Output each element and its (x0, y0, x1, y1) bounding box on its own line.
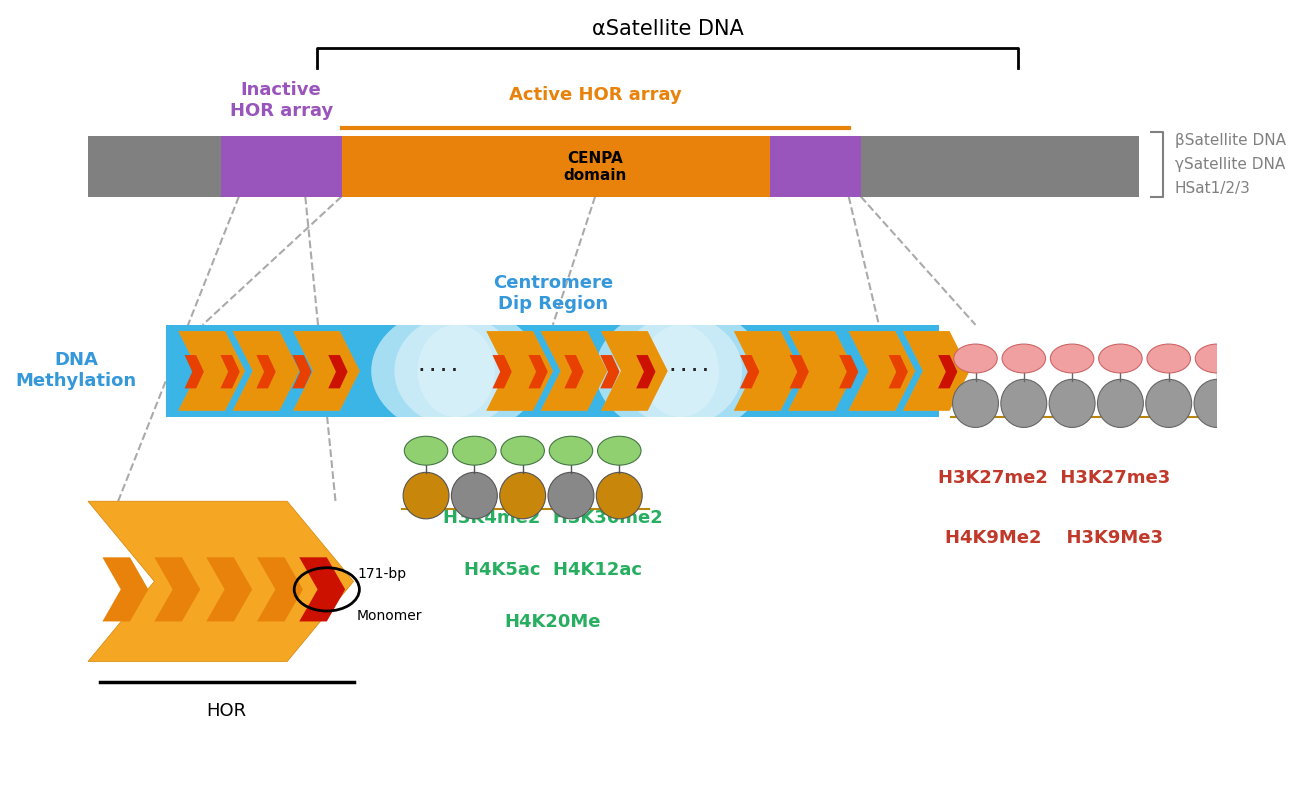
Bar (341, 136, 848, 197)
Circle shape (405, 437, 447, 465)
Polygon shape (88, 501, 354, 662)
Text: Active HOR array: Active HOR array (508, 87, 681, 104)
Polygon shape (233, 331, 300, 411)
Polygon shape (601, 331, 668, 411)
Ellipse shape (1145, 379, 1192, 428)
Text: 171-bp: 171-bp (357, 567, 406, 582)
Text: HSat1/2/3: HSat1/2/3 (1175, 181, 1250, 196)
Ellipse shape (371, 306, 541, 436)
Circle shape (1147, 344, 1191, 373)
Bar (166, 325, 939, 417)
Ellipse shape (619, 316, 742, 426)
Ellipse shape (595, 306, 765, 436)
Text: H4K9Me2    H3K9Me3: H4K9Me2 H3K9Me3 (946, 529, 1163, 548)
Text: DNA
Methylation: DNA Methylation (16, 351, 136, 390)
Text: H4K20Me: H4K20Me (505, 613, 601, 632)
Polygon shape (486, 331, 553, 411)
Text: H4K5ac  H4K12ac: H4K5ac H4K12ac (464, 561, 642, 579)
Text: · · · ·: · · · · (419, 364, 458, 378)
Circle shape (1003, 344, 1045, 373)
Text: αSatellite DNA: αSatellite DNA (591, 19, 743, 39)
Text: CENPA
domain: CENPA domain (563, 151, 626, 183)
Polygon shape (789, 331, 855, 411)
Polygon shape (179, 331, 245, 411)
Ellipse shape (549, 472, 594, 519)
Polygon shape (184, 355, 204, 388)
Polygon shape (528, 355, 547, 388)
Polygon shape (257, 355, 276, 388)
Polygon shape (102, 557, 148, 621)
Bar (220, 136, 341, 197)
Polygon shape (328, 355, 348, 388)
Text: HOR: HOR (206, 701, 246, 719)
Circle shape (1099, 344, 1143, 373)
Polygon shape (734, 331, 800, 411)
Polygon shape (154, 557, 200, 621)
Circle shape (453, 437, 495, 465)
Text: Pericentromere: Pericentromere (878, 158, 1036, 176)
Ellipse shape (1097, 379, 1144, 428)
Polygon shape (293, 331, 359, 411)
Circle shape (1196, 344, 1239, 373)
Polygon shape (220, 355, 240, 388)
Text: βSatellite DNA: βSatellite DNA (1175, 133, 1285, 148)
Polygon shape (888, 355, 908, 388)
Polygon shape (179, 331, 245, 411)
Ellipse shape (642, 325, 719, 417)
Polygon shape (486, 331, 553, 411)
Bar (88, 136, 1139, 197)
Ellipse shape (597, 472, 642, 519)
Polygon shape (903, 331, 969, 411)
Polygon shape (292, 355, 311, 388)
Ellipse shape (1001, 379, 1047, 428)
Polygon shape (293, 331, 359, 411)
Polygon shape (601, 331, 668, 411)
Circle shape (598, 437, 641, 465)
Text: Centromere
Dip Region: Centromere Dip Region (493, 274, 613, 313)
Polygon shape (903, 331, 969, 411)
Polygon shape (233, 331, 300, 411)
Text: H3K4me2  H3K36me2: H3K4me2 H3K36me2 (444, 509, 663, 527)
Ellipse shape (451, 472, 497, 519)
Polygon shape (493, 355, 512, 388)
Polygon shape (257, 557, 303, 621)
Polygon shape (541, 331, 607, 411)
Polygon shape (734, 331, 800, 411)
Polygon shape (206, 557, 252, 621)
Ellipse shape (952, 379, 999, 428)
Ellipse shape (394, 316, 518, 426)
Polygon shape (636, 355, 655, 388)
Polygon shape (741, 355, 759, 388)
Text: Monomer: Monomer (357, 609, 423, 624)
Circle shape (501, 437, 545, 465)
Bar (770, 136, 861, 197)
Text: Inactive
HOR array: Inactive HOR array (230, 81, 333, 120)
Polygon shape (839, 355, 859, 388)
Ellipse shape (418, 325, 495, 417)
Text: · · · ·: · · · · (671, 364, 708, 378)
Ellipse shape (403, 472, 449, 519)
Circle shape (549, 437, 593, 465)
Polygon shape (300, 557, 345, 621)
Circle shape (953, 344, 997, 373)
Polygon shape (789, 331, 855, 411)
Polygon shape (938, 355, 957, 388)
Ellipse shape (1049, 379, 1095, 428)
Text: γSatellite DNA: γSatellite DNA (1175, 157, 1285, 172)
Circle shape (1051, 344, 1093, 373)
Polygon shape (848, 331, 916, 411)
Polygon shape (848, 331, 916, 411)
Ellipse shape (499, 472, 546, 519)
Polygon shape (564, 355, 584, 388)
Polygon shape (541, 331, 607, 411)
Polygon shape (601, 355, 620, 388)
Text: H3K27me2  H3K27me3: H3K27me2 H3K27me3 (938, 469, 1170, 487)
Polygon shape (790, 355, 809, 388)
Ellipse shape (1195, 379, 1240, 428)
